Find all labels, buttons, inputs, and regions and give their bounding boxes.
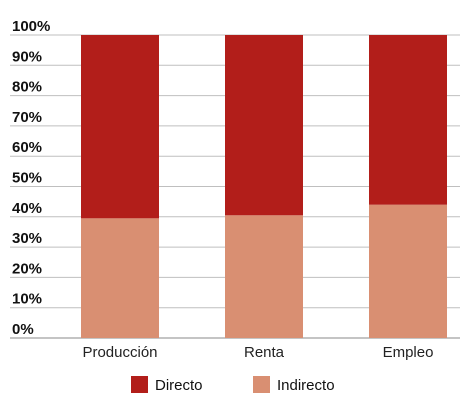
y-axis: 0% 10% 20% 30% 40% 50% 60% 70% 80% 90% 100% xyxy=(12,18,50,338)
x-tick-label: Producción xyxy=(82,344,157,361)
x-tick-label: Renta xyxy=(244,344,285,361)
legend: Directo Indirecto xyxy=(131,376,335,394)
y-tick-label: 70% xyxy=(12,109,42,126)
legend-label: Directo xyxy=(155,377,203,394)
y-tick-label: 40% xyxy=(12,200,42,217)
x-tick-label: Empleo xyxy=(383,344,434,361)
bar-segment-directo xyxy=(81,35,159,219)
y-tick-label: 20% xyxy=(12,260,42,277)
bars xyxy=(81,35,447,338)
bar-segment-indirecto xyxy=(225,215,303,338)
bar-segment-directo xyxy=(225,35,303,216)
y-tick-label: 80% xyxy=(12,79,42,96)
legend-swatch xyxy=(253,376,270,393)
y-tick-label: 100% xyxy=(12,18,50,35)
bar-segment-indirecto xyxy=(81,218,159,338)
y-tick-label: 0% xyxy=(12,321,34,338)
y-tick-label: 90% xyxy=(12,48,42,65)
y-tick-label: 60% xyxy=(12,139,42,156)
bar-segment-directo xyxy=(369,35,447,205)
legend-swatch xyxy=(131,376,148,393)
legend-label: Indirecto xyxy=(277,377,335,394)
bar-segment-indirecto xyxy=(369,204,447,338)
y-tick-label: 10% xyxy=(12,291,42,308)
x-axis: Producción Renta Empleo xyxy=(82,344,433,361)
y-tick-label: 50% xyxy=(12,170,42,187)
y-tick-label: 30% xyxy=(12,230,42,247)
